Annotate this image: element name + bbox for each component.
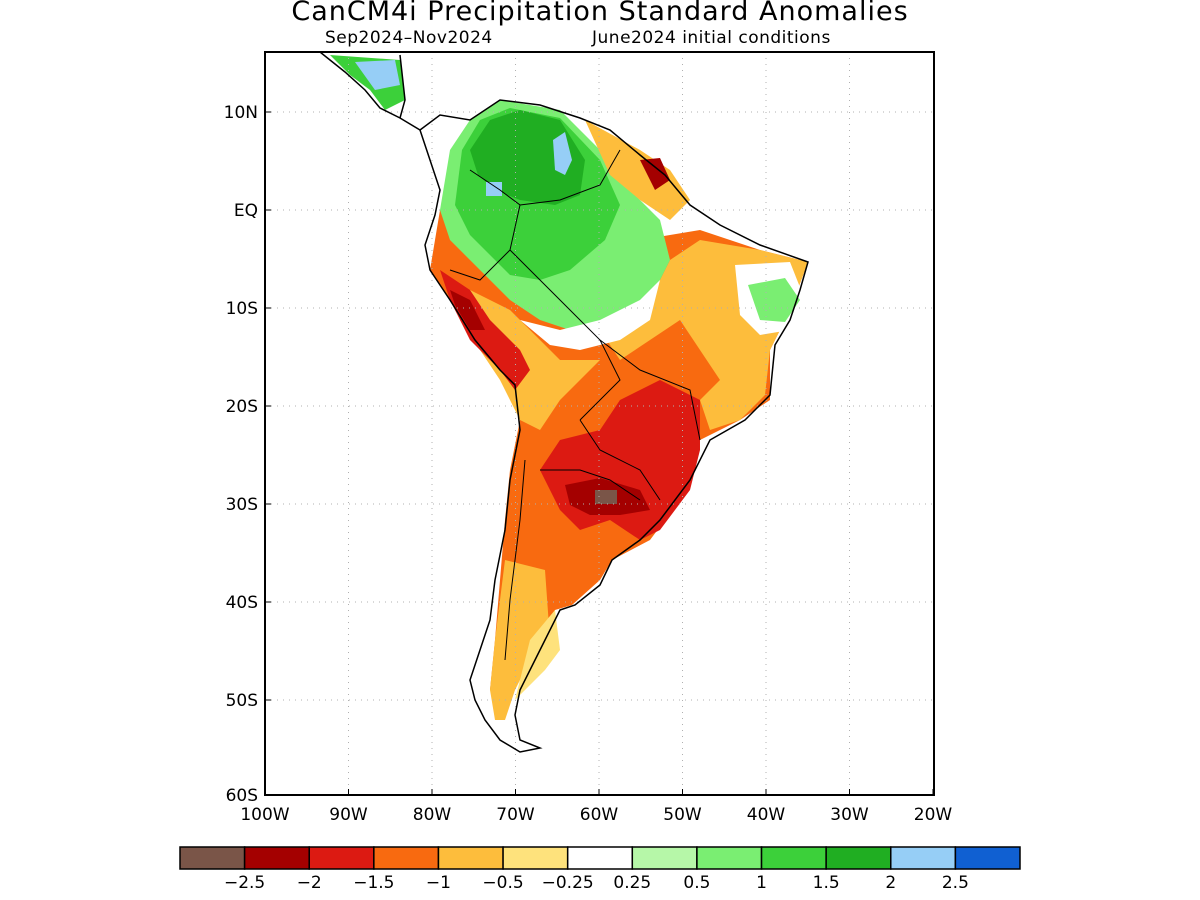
lon-tick-label: 90W [329, 805, 368, 825]
lat-tick-label: 50S [226, 691, 258, 711]
colorbar-swatch [631, 846, 698, 870]
lat-tick-label: 10S [226, 299, 258, 319]
colorbar-swatch [437, 846, 504, 870]
colorbar-label: −0.25 [542, 873, 594, 893]
coastlines [319, 52, 809, 753]
colorbar-swatch [760, 846, 827, 870]
colorbar-label: 2 [885, 873, 896, 893]
colorbar-label: 1.5 [813, 873, 840, 893]
colorbar-swatch [179, 846, 246, 870]
south-america-coastline [419, 99, 809, 753]
colorbar-swatch [825, 846, 892, 870]
colorbar-label: −1.5 [353, 873, 394, 893]
lat-tick-label: 10N [224, 103, 258, 123]
anomaly-field-plus2-b [486, 182, 502, 196]
colorbar-swatch [696, 846, 763, 870]
lon-tick-label: 70W [496, 805, 535, 825]
colorbar-label: −2 [297, 873, 322, 893]
colorbar-label: −1 [426, 873, 451, 893]
anomaly-field-ne-brazil-green [748, 278, 800, 322]
anomaly-field-guianas [585, 120, 690, 220]
colorbar-swatch [502, 846, 569, 870]
colorbar-label: 0.5 [683, 873, 710, 893]
anomaly-field-guianas-red [640, 158, 670, 190]
anomaly-field-plus2-a [553, 132, 572, 175]
lon-tick-label: 20W [914, 805, 953, 825]
chart-title: CanCM4i Precipitation Standard Anomalies [291, 0, 909, 27]
lat-tick-label: 60S [226, 786, 258, 806]
lon-tick-label: 40W [747, 805, 786, 825]
anomaly-field-central-america-blue [355, 60, 400, 90]
colorbar-swatch [954, 846, 1021, 870]
lat-tick-label: 40S [226, 593, 258, 613]
lon-tick-label: 100W [240, 805, 289, 825]
anomaly-field-patagonia [490, 560, 550, 720]
lat-tick-label: EQ [234, 201, 258, 221]
lon-tick-label: 60W [580, 805, 619, 825]
colorbar-label: 2.5 [942, 873, 969, 893]
colorbar-label: −0.5 [482, 873, 523, 893]
lat-tick-label: 20S [226, 397, 258, 417]
central-america-coastline [319, 52, 421, 131]
anomaly-field-minus2-5 [595, 490, 617, 504]
lat-tick-label: 30S [226, 495, 258, 515]
colorbar-swatch [243, 846, 310, 870]
colorbar-swatch [566, 846, 634, 870]
colorbar-swatch [308, 846, 375, 870]
colorbar: −2.5 −2 −1.5 −1 −0.5 −0.25 0.25 0.5 1 1.5 2 2.5 [179, 846, 1021, 893]
axis-ticks: 100W 90W 80W 70W 60W 50W 40W 30W 20W 10N EQ 10S 20S 3… [224, 103, 953, 825]
colorbar-label: 0.25 [613, 873, 651, 893]
colorbar-swatch [373, 846, 440, 870]
anomaly-field-peru-core [450, 290, 485, 330]
lon-tick-label: 50W [663, 805, 702, 825]
colorbar-label: 1 [756, 873, 767, 893]
anomaly-fields [330, 55, 808, 720]
lon-tick-label: 30W [830, 805, 869, 825]
forecast-period: Sep2024–Nov2024 [325, 28, 493, 48]
country-borders [449, 149, 701, 661]
lon-tick-label: 80W [413, 805, 452, 825]
anomaly-field-normal-south-amazon [520, 280, 660, 350]
colorbar-label: −2.5 [224, 873, 265, 893]
colorbar-swatch [890, 846, 957, 870]
initial-conditions: June2024 initial conditions [592, 28, 831, 48]
anomaly-field-plus1-5 [470, 110, 585, 205]
